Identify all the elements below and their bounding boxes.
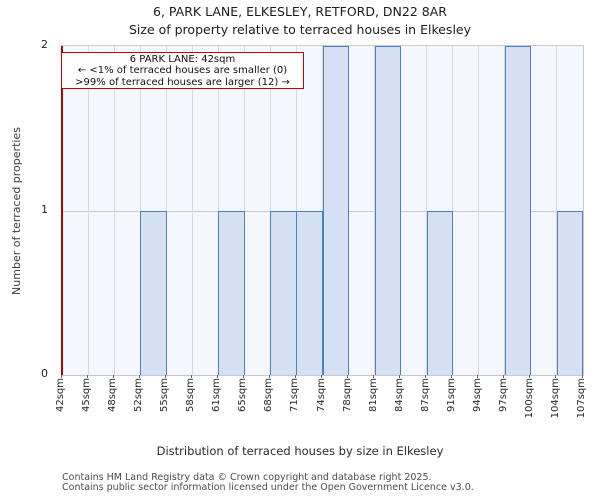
x-tick-label: 45sqm bbox=[81, 378, 93, 413]
x-tick-mark bbox=[555, 375, 557, 378]
x-tick-mark bbox=[321, 375, 322, 378]
x-tick-label: 74sqm bbox=[315, 378, 327, 413]
property-marker-line bbox=[61, 46, 63, 375]
x-tick-label: 65sqm bbox=[237, 378, 249, 413]
histogram-bar bbox=[218, 210, 245, 375]
histogram-bar bbox=[374, 46, 402, 375]
histogram-bar bbox=[140, 210, 167, 375]
x-tick-mark bbox=[581, 375, 583, 378]
gridline-vertical bbox=[113, 46, 115, 375]
x-tick-mark bbox=[294, 375, 296, 378]
chart-header: 6, PARK LANE, ELKESLEY, RETFORD, DN22 8A… bbox=[0, 3, 600, 39]
x-tick-label: 94sqm bbox=[471, 378, 483, 413]
gridline-vertical bbox=[87, 46, 89, 375]
annotation-box: 6 PARK LANE: 42sqm ← <1% of terraced hou… bbox=[61, 52, 304, 89]
x-tick-label: 68sqm bbox=[263, 378, 275, 413]
x-tick-label: 81sqm bbox=[367, 378, 379, 413]
histogram-bar bbox=[322, 46, 350, 375]
x-tick-mark bbox=[373, 375, 375, 378]
annotation-line: 6 PARK LANE: 42sqm bbox=[129, 54, 236, 65]
y-tick-label: 2 bbox=[41, 38, 48, 51]
x-tick-label: 71sqm bbox=[289, 378, 301, 413]
x-tick-mark bbox=[529, 375, 531, 378]
x-tick-label: 91sqm bbox=[445, 378, 457, 413]
x-tick-label: 97sqm bbox=[497, 378, 509, 413]
x-tick-label: 55sqm bbox=[159, 378, 171, 413]
x-tick-mark bbox=[216, 375, 218, 378]
x-tick-mark bbox=[268, 375, 270, 378]
y-tick-label: 1 bbox=[41, 202, 48, 216]
histogram-bar bbox=[504, 46, 532, 375]
x-axis-title: Distribution of terraced houses by size … bbox=[156, 444, 444, 458]
chart-subtitle: Size of property relative to terraced ho… bbox=[128, 22, 472, 37]
x-tick-mark bbox=[138, 375, 140, 378]
annotation-line: >99% of terraced houses are larger (12) … bbox=[75, 76, 290, 88]
x-axis-ticks: 42sqm 45sqm 48sqm 52sqm 55sqm 58sqm 61sqm 65sqm… bbox=[55, 374, 587, 444]
x-tick-label: 84sqm bbox=[393, 378, 405, 413]
x-tick-label: 61sqm bbox=[211, 378, 223, 413]
x-tick-label: 87sqm bbox=[419, 378, 431, 413]
x-tick-label: 48sqm bbox=[107, 378, 119, 413]
annotation-line: ← <1% of terraced houses are smaller (0) bbox=[77, 65, 288, 77]
plot-area: 6 PARK LANE: 42sqm ← <1% of terraced hou… bbox=[61, 45, 584, 376]
x-tick-mark bbox=[190, 375, 192, 378]
footer-line-2: Contains public sector information licen… bbox=[62, 482, 474, 493]
x-tick-label: 78sqm bbox=[341, 378, 353, 413]
x-tick-label: 100sqm bbox=[523, 378, 535, 419]
x-tick-label: 52sqm bbox=[133, 378, 145, 413]
x-tick-mark bbox=[477, 375, 479, 378]
x-tick-mark bbox=[347, 375, 349, 378]
gridline-vertical bbox=[478, 46, 480, 375]
x-tick-mark bbox=[399, 375, 401, 378]
x-tick-label: 58sqm bbox=[185, 378, 197, 413]
histogram-bar bbox=[296, 210, 323, 375]
histogram-bar bbox=[556, 210, 584, 375]
chart-title: 6, PARK LANE, ELKESLEY, RETFORD, DN22 8A… bbox=[153, 4, 447, 19]
x-tick-mark bbox=[86, 375, 88, 378]
x-tick-mark bbox=[451, 375, 453, 378]
x-tick-label: 42sqm bbox=[55, 378, 66, 413]
footer-line-1: Contains HM Land Registry data © Crown c… bbox=[62, 472, 432, 483]
x-tick-label: 107sqm bbox=[576, 378, 587, 419]
y-tick-label: 0 bbox=[41, 367, 48, 380]
x-tick-mark bbox=[242, 375, 244, 378]
x-tick-mark bbox=[164, 375, 166, 378]
x-tick-mark bbox=[425, 375, 427, 378]
x-tick-mark bbox=[60, 375, 62, 378]
histogram-bar bbox=[426, 210, 454, 375]
x-tick-mark bbox=[112, 375, 114, 378]
x-tick-label: 104sqm bbox=[549, 378, 561, 419]
histogram-bar bbox=[270, 210, 297, 375]
x-tick-mark bbox=[503, 375, 505, 378]
gridline-vertical bbox=[191, 46, 193, 375]
